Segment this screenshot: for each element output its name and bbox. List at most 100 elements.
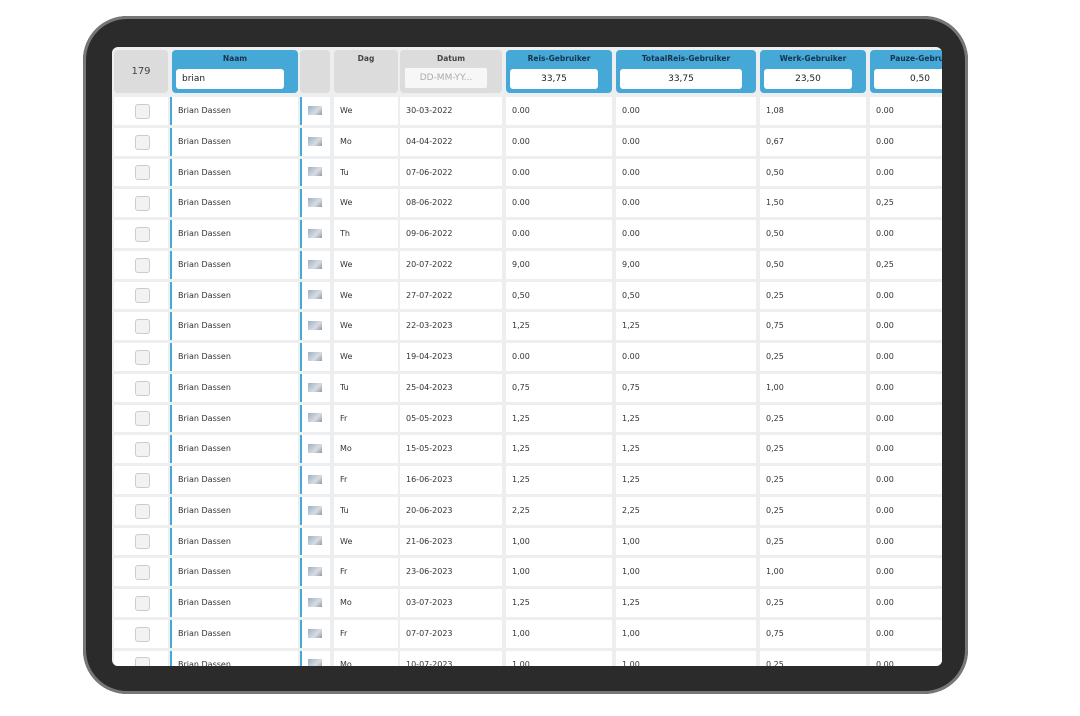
data-cell: 1,00	[506, 619, 612, 648]
row-checkbox[interactable]	[135, 472, 150, 488]
name-cell[interactable]: Brian Dassen	[170, 435, 298, 463]
column-title: Naam	[222, 54, 248, 63]
data-cell: 0.00	[870, 220, 942, 248]
row-checkbox[interactable]	[135, 134, 150, 150]
data-cell: 1,25	[506, 466, 612, 494]
row-checkbox[interactable]	[135, 626, 150, 642]
name-cell[interactable]: Brian Dassen	[170, 158, 298, 187]
column-title: Datum	[436, 54, 466, 63]
data-cell: 0.00	[616, 189, 756, 217]
data-cell: 0.00	[616, 97, 756, 125]
name-cell[interactable]: Brian Dassen	[170, 527, 298, 556]
data-cell: 1,50	[760, 189, 866, 217]
row-image	[308, 167, 322, 177]
row-checkbox[interactable]	[135, 319, 150, 335]
row-checkbox[interactable]	[135, 595, 150, 611]
row-checkbox[interactable]	[135, 442, 150, 458]
data-cell: 03-07-2023	[400, 589, 502, 617]
data-cell: 09-06-2022	[400, 220, 502, 248]
data-cell: 1,25	[506, 404, 612, 433]
filter-input[interactable]: 0,50	[874, 69, 942, 89]
column-header[interactable]: Pauze-Gebruiker 0,50	[870, 50, 942, 93]
data-cell: Mo	[334, 650, 398, 666]
row-image	[308, 505, 322, 515]
row-image	[308, 290, 322, 300]
data-cell: 10-07-2023	[400, 650, 502, 666]
row-checkbox[interactable]	[135, 657, 150, 666]
column-header[interactable]: Dag	[334, 50, 398, 93]
column-header[interactable]: TotaalReis-Gebruiker 33,75	[616, 50, 756, 93]
name-cell[interactable]: Brian Dassen	[170, 558, 298, 586]
data-cell: 9,00	[616, 250, 756, 279]
filter-input[interactable]: brian	[176, 69, 284, 89]
data-cell: 20-07-2022	[400, 250, 502, 279]
name-cell[interactable]: Brian Dassen	[170, 220, 298, 248]
column-header[interactable]: Werk-Gebruiker 23,50	[760, 50, 866, 93]
row-checkbox[interactable]	[135, 257, 150, 273]
row-checkbox[interactable]	[135, 380, 150, 396]
row-checkbox[interactable]	[135, 565, 150, 581]
data-cell: 0.00	[870, 343, 942, 371]
row-checkbox[interactable]	[135, 165, 150, 181]
row-checkbox[interactable]	[135, 411, 150, 427]
column-title: Pauze-Gebruiker	[889, 54, 942, 63]
row-checkbox[interactable]	[135, 349, 150, 365]
name-cell[interactable]: Brian Dassen	[170, 466, 298, 494]
name-cell[interactable]: Brian Dassen	[170, 189, 298, 217]
data-cell: 0,25	[760, 466, 866, 494]
data-cell: 0,25	[760, 435, 866, 463]
column-header[interactable]: Naam brian	[172, 50, 298, 93]
data-cell: 1,25	[616, 312, 756, 340]
data-cell: 0.00	[870, 404, 942, 433]
data-cell: 1,25	[616, 466, 756, 494]
column-header[interactable]: Reis-Gebruiker 33,75	[506, 50, 612, 93]
data-cell: 1,00	[506, 527, 612, 556]
row-checkbox[interactable]	[135, 226, 150, 242]
name-cell[interactable]: Brian Dassen	[170, 312, 298, 340]
column-header[interactable]: Datum DD-MM-YY...	[400, 50, 502, 93]
row-image	[308, 597, 322, 607]
name-cell[interactable]: Brian Dassen	[170, 650, 298, 666]
name-cell[interactable]: Brian Dassen	[170, 250, 298, 279]
data-cell: 08-06-2022	[400, 189, 502, 217]
data-cell: Tu	[334, 158, 398, 187]
row-checkbox[interactable]	[135, 288, 150, 304]
name-cell[interactable]: Brian Dassen	[170, 589, 298, 617]
data-cell: We	[334, 250, 398, 279]
data-cell: 0,50	[760, 220, 866, 248]
filter-input[interactable]: 33,75	[510, 69, 598, 89]
name-cell[interactable]: Brian Dassen	[170, 127, 298, 156]
data-cell: 1,25	[616, 589, 756, 617]
data-cell: 1.00	[616, 650, 756, 666]
name-cell[interactable]: Brian Dassen	[170, 343, 298, 371]
column-title: Werk-Gebruiker	[779, 54, 847, 63]
filter-input[interactable]: 23,50	[764, 69, 852, 89]
row-checkbox[interactable]	[135, 503, 150, 519]
data-cell: 1.00	[506, 650, 612, 666]
data-cell: 0.00	[870, 435, 942, 463]
row-checkbox[interactable]	[135, 103, 150, 119]
row-checkbox[interactable]	[135, 196, 150, 212]
name-cell[interactable]: Brian Dassen	[170, 496, 298, 525]
data-cell: We	[334, 189, 398, 217]
data-cell: 1,00	[760, 558, 866, 586]
data-cell: Fr	[334, 558, 398, 586]
filter-input[interactable]: 33,75	[620, 69, 742, 89]
name-cell[interactable]: Brian Dassen	[170, 404, 298, 433]
name-cell[interactable]: Brian Dassen	[170, 619, 298, 648]
data-cell: We	[334, 527, 398, 556]
data-cell: 0.00	[616, 127, 756, 156]
row-checkbox[interactable]	[135, 534, 150, 550]
filter-input[interactable]: DD-MM-YY...	[404, 67, 488, 89]
name-cell[interactable]: Brian Dassen	[170, 373, 298, 402]
name-cell[interactable]: Brian Dassen	[170, 97, 298, 125]
name-cell[interactable]: Brian Dassen	[170, 281, 298, 310]
data-cell: 07-07-2023	[400, 619, 502, 648]
data-cell: 0.00	[870, 496, 942, 525]
image-cell	[300, 97, 330, 125]
data-cell: 30-03-2022	[400, 97, 502, 125]
data-cell: 0.00	[870, 619, 942, 648]
data-cell: 1,25	[616, 435, 756, 463]
data-cell: We	[334, 343, 398, 371]
